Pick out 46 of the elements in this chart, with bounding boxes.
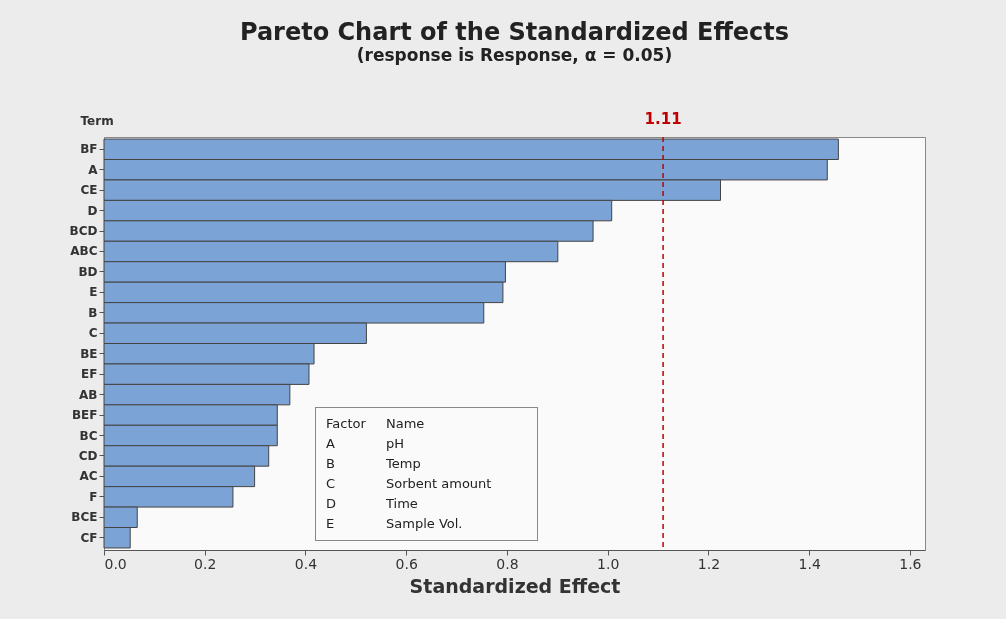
annotation: D xyxy=(326,495,337,513)
annotation: Temp xyxy=(386,455,422,473)
y-tick-label: F xyxy=(89,489,98,504)
y-tick-label: A xyxy=(88,162,99,177)
y-tick-label: ABC xyxy=(70,244,98,259)
y-tick-label: AC xyxy=(79,469,98,484)
y-tick-label: CE xyxy=(80,183,98,198)
y-tick-label: BF xyxy=(80,142,98,157)
chart-title: Pareto Chart of the Standardized Effects xyxy=(239,18,790,46)
y-tick-label: E xyxy=(89,285,98,300)
y-tick-label: BE xyxy=(80,346,98,361)
annotation: Name xyxy=(386,415,426,433)
annotation: Factor xyxy=(326,415,367,433)
x-tick-label: 0.8 xyxy=(496,555,519,572)
x-tick-label: 0.2 xyxy=(194,555,217,572)
annotation: Time xyxy=(386,495,419,513)
chart-subtitle: (response is Response, α = 0.05) xyxy=(356,45,673,65)
y-tick-label: AB xyxy=(79,387,98,402)
y-tick-label: BEF xyxy=(71,408,98,423)
x-tick-label: 1.2 xyxy=(697,555,721,572)
y-tick-label: EF xyxy=(81,367,98,382)
x-tick-label: 0.6 xyxy=(395,555,418,572)
ref-line-label: 1.11 xyxy=(644,110,682,128)
annotation: C xyxy=(326,475,337,493)
x-tick-label: 1.0 xyxy=(597,555,620,572)
x-tick-label: 0.0 xyxy=(104,555,127,572)
y-tick-label: CF xyxy=(80,530,98,545)
x-tick-label: 1.6 xyxy=(899,555,922,572)
y-tick-label: BC xyxy=(79,428,98,443)
annotation: B xyxy=(326,455,336,473)
y-tick-label: BD xyxy=(78,264,98,279)
annotation: Sample Vol. xyxy=(386,515,464,533)
y-tick-label: C xyxy=(88,326,98,341)
annotation: E xyxy=(326,515,336,533)
y-tick-label: D xyxy=(87,203,98,218)
annotation: Sorbent amount xyxy=(386,475,493,493)
annotation: pH xyxy=(386,435,406,453)
y-tick-label: BCD xyxy=(69,224,98,239)
annotation: A xyxy=(326,435,336,453)
y-tick-label: BCE xyxy=(71,510,98,525)
x-tick-label: 0.4 xyxy=(294,555,318,572)
y-tick-label: B xyxy=(88,305,98,320)
y-tick-label: CD xyxy=(78,448,98,463)
y-axis-title: Term xyxy=(80,113,114,128)
x-tick-label: 1.4 xyxy=(798,555,821,572)
x-axis-title: Standardized Effect xyxy=(409,574,621,597)
